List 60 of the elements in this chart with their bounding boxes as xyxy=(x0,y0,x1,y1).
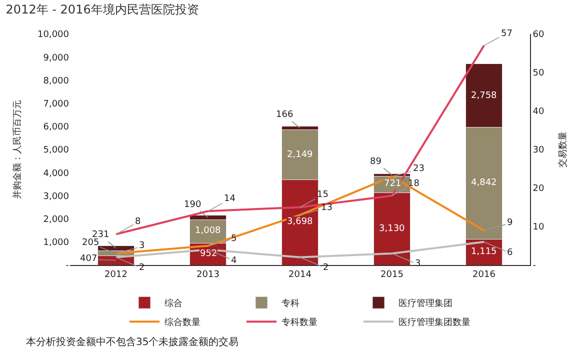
data-label: 3,130 xyxy=(379,224,406,234)
data-label: 1,008 xyxy=(195,226,222,236)
y-tick-label: 8,000 xyxy=(43,76,70,86)
y-tick-label: 10,000 xyxy=(38,30,70,40)
data-label: 721 xyxy=(384,179,402,189)
y2-tick-label: 10 xyxy=(532,222,545,233)
data-label: 952 xyxy=(200,249,218,259)
data-label: 166 xyxy=(276,110,294,120)
text: 本分析投资金额中不包含35个未披露金额的交易 xyxy=(26,336,239,348)
chart-title: 2012年 - 2016年境内民营医院投资 xyxy=(6,2,199,17)
x-tick-label: 2016 xyxy=(472,270,496,280)
data-label: 190 xyxy=(184,200,202,210)
data-label: 14 xyxy=(224,194,236,204)
data-label: 231 xyxy=(92,230,110,240)
data-label: 8 xyxy=(135,217,141,227)
data-label: 13 xyxy=(321,203,332,213)
data-label: 57 xyxy=(501,29,512,39)
legend-label: 综合数量 xyxy=(164,317,200,328)
y2-tick-label: - xyxy=(532,261,536,272)
y-tick-label: 9,000 xyxy=(43,53,70,64)
data-label: 205 xyxy=(82,238,100,248)
y-tick-label: 4,000 xyxy=(43,168,70,179)
y-axis-title: 并购金额：人民币百万元 xyxy=(12,100,23,199)
data-label: 2 xyxy=(323,263,329,273)
data-label: 6 xyxy=(507,248,513,258)
y2-tick-label: 60 xyxy=(532,30,545,40)
y2-tick-label: 30 xyxy=(532,146,545,156)
data-label: 2,149 xyxy=(287,150,314,160)
legend-label: 医疗管理集团 xyxy=(398,298,452,310)
legend-label: 专科 xyxy=(282,298,300,310)
data-label: 407 xyxy=(80,254,98,264)
y-tick-label: - xyxy=(66,261,69,272)
y-tick-label: 6,000 xyxy=(43,122,70,133)
data-label: 3 xyxy=(139,241,145,251)
y2-tick-label: 40 xyxy=(532,107,545,118)
data-label: 15 xyxy=(317,190,328,200)
data-label: 2 xyxy=(139,263,145,273)
y-tick-label: 1,000 xyxy=(43,238,70,248)
y-tick-label: 2,000 xyxy=(43,214,70,225)
legend-label: 专科数量 xyxy=(282,317,318,328)
data-label: 23 xyxy=(413,164,424,174)
x-tick-label: 2013 xyxy=(196,270,220,280)
x-tick-label: 2014 xyxy=(288,270,312,280)
legend-label: 综合 xyxy=(164,298,182,310)
y-tick-label: 5,000 xyxy=(43,146,70,156)
data-label: 2,758 xyxy=(471,91,498,101)
data-label: 1,115 xyxy=(471,247,497,257)
data-label: 9 xyxy=(507,218,513,228)
data-label: 4,842 xyxy=(471,178,497,188)
x-tick-label: 2015 xyxy=(380,270,404,280)
y2-axis-title: 交易数量 xyxy=(557,132,568,168)
y2-tick-label: 50 xyxy=(532,68,545,79)
data-label: 89 xyxy=(370,157,382,167)
data-label: 4 xyxy=(231,256,237,266)
legend-label: 医疗管理集团数量 xyxy=(398,317,470,328)
data-label: 3,698 xyxy=(287,217,314,227)
x-tick-label: 2012 xyxy=(104,270,128,280)
y-tick-label: 7,000 xyxy=(43,99,70,110)
y2-tick-label: 20 xyxy=(532,184,545,194)
y-tick-label: 3,000 xyxy=(43,192,70,202)
